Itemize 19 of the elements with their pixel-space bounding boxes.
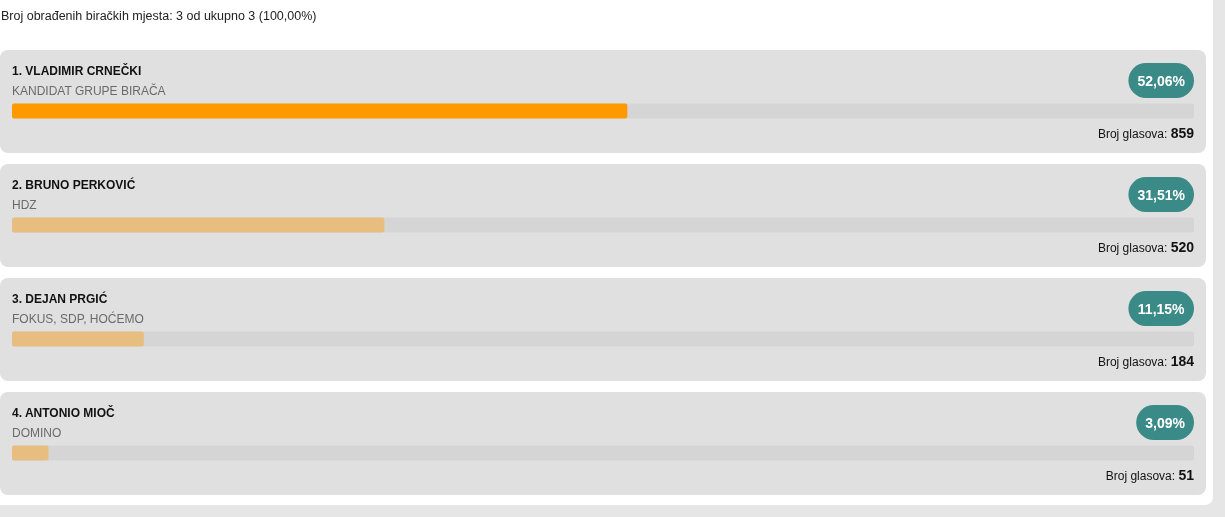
annotation: DOMINO bbox=[12, 426, 62, 440]
y-tick-label: 2. BRUNO PERKOVIĆ bbox=[12, 176, 136, 192]
y-tick-label: 3. DEJAN PRGIĆ bbox=[12, 290, 108, 306]
annotation: HDZ bbox=[12, 198, 37, 212]
annotation: Broj glasova: 51 bbox=[1105, 467, 1195, 483]
data-label: 3,09% bbox=[1145, 414, 1186, 431]
chart-title: Broj obrađenih biračkih mjesta: 3 od ukupno 3 (100,00%) bbox=[1, 9, 317, 23]
annotation: Broj glasova: 520 bbox=[1097, 239, 1195, 255]
annotation: Broj glasova: 184 bbox=[1097, 353, 1195, 369]
bar bbox=[12, 445, 49, 461]
data-label: 52,06% bbox=[1137, 72, 1186, 89]
annotation: FOKUS, SDP, HOĆEMO bbox=[12, 311, 144, 326]
annotation: Broj glasova: 859 bbox=[1097, 125, 1195, 141]
data-label: 31,51% bbox=[1137, 186, 1186, 203]
data-label: 11,15% bbox=[1137, 300, 1186, 317]
bar bbox=[12, 331, 144, 347]
annotation: KANDIDAT GRUPE BIRAČA bbox=[12, 83, 166, 98]
y-tick-label: 1. VLADIMIR CRNEČKI bbox=[12, 62, 142, 78]
y-tick-label: 4. ANTONIO MIOČ bbox=[12, 404, 116, 420]
